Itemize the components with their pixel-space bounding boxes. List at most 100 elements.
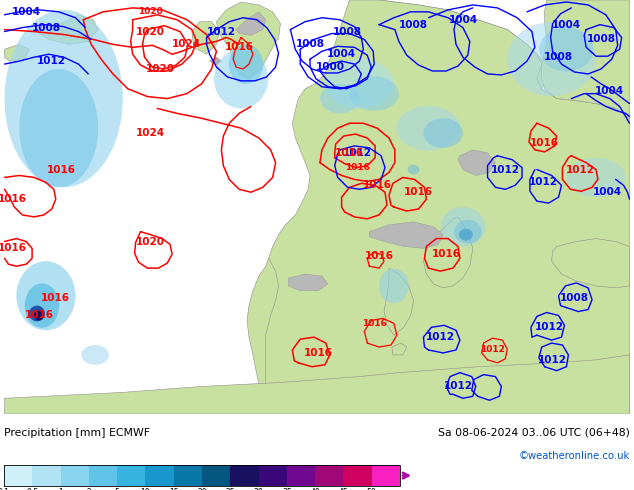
Bar: [32, 465, 61, 486]
Text: 1012: 1012: [343, 148, 372, 158]
Polygon shape: [4, 45, 29, 61]
Text: 1004: 1004: [327, 49, 356, 59]
Text: 1016: 1016: [25, 311, 53, 320]
Ellipse shape: [320, 84, 359, 113]
Text: 1020: 1020: [136, 26, 165, 37]
Text: 1: 1: [58, 488, 63, 490]
Text: 1024: 1024: [136, 128, 165, 138]
Polygon shape: [389, 98, 413, 118]
Text: 1024: 1024: [172, 39, 202, 49]
Text: 1012: 1012: [538, 355, 567, 365]
Polygon shape: [216, 2, 280, 79]
Bar: [4, 465, 400, 486]
Polygon shape: [247, 258, 278, 414]
Text: 1020: 1020: [146, 64, 175, 74]
Text: 1012: 1012: [207, 26, 236, 37]
Polygon shape: [236, 12, 266, 35]
Bar: [202, 465, 230, 486]
Polygon shape: [210, 57, 221, 65]
Bar: [287, 465, 315, 486]
Text: 2: 2: [86, 488, 91, 490]
Ellipse shape: [459, 229, 473, 241]
Ellipse shape: [424, 118, 463, 148]
Text: 1012: 1012: [535, 322, 564, 332]
Bar: [61, 465, 89, 486]
Text: 1008: 1008: [295, 39, 325, 49]
Polygon shape: [340, 0, 547, 113]
Ellipse shape: [16, 261, 75, 330]
Bar: [117, 465, 145, 486]
Text: 0.5: 0.5: [26, 488, 38, 490]
Ellipse shape: [325, 59, 394, 108]
Polygon shape: [34, 15, 98, 45]
Text: 10: 10: [141, 488, 150, 490]
Text: 1016: 1016: [432, 249, 461, 259]
Ellipse shape: [81, 345, 109, 365]
Ellipse shape: [540, 27, 593, 72]
Text: 35: 35: [282, 488, 292, 490]
Text: 1016: 1016: [404, 187, 433, 197]
Text: 1012: 1012: [491, 165, 520, 174]
Ellipse shape: [25, 283, 59, 328]
Ellipse shape: [408, 165, 420, 174]
Text: 1008: 1008: [333, 26, 362, 37]
Ellipse shape: [379, 269, 409, 303]
Ellipse shape: [441, 207, 485, 246]
Text: ©weatheronline.co.uk: ©weatheronline.co.uk: [519, 450, 630, 461]
Text: 1004: 1004: [11, 7, 41, 17]
Text: 0.1: 0.1: [0, 488, 10, 490]
Text: 1016: 1016: [47, 165, 76, 174]
Text: 1000: 1000: [315, 62, 344, 72]
Ellipse shape: [396, 106, 460, 150]
Polygon shape: [392, 343, 406, 355]
Text: 1012: 1012: [37, 56, 67, 66]
Text: 5: 5: [115, 488, 120, 490]
Polygon shape: [369, 222, 443, 248]
Ellipse shape: [454, 220, 482, 244]
Text: Precipitation [mm] ECMWF: Precipitation [mm] ECMWF: [4, 428, 150, 438]
Bar: [89, 465, 117, 486]
Bar: [230, 465, 259, 486]
Text: 1016: 1016: [224, 42, 254, 52]
Text: 1008: 1008: [544, 52, 573, 62]
Text: 1008: 1008: [586, 34, 616, 45]
Bar: [259, 465, 287, 486]
Text: 15: 15: [169, 488, 179, 490]
Ellipse shape: [29, 306, 45, 321]
Ellipse shape: [34, 311, 44, 320]
Text: Sa 08-06-2024 03..06 UTC (06+48): Sa 08-06-2024 03..06 UTC (06+48): [438, 428, 630, 438]
Text: 1016: 1016: [363, 180, 392, 190]
Text: 1016: 1016: [304, 348, 332, 358]
Text: 1012: 1012: [566, 165, 595, 174]
Text: 1016: 1016: [0, 244, 27, 253]
Text: 25: 25: [226, 488, 235, 490]
Ellipse shape: [507, 22, 596, 96]
Text: 1012: 1012: [480, 345, 505, 354]
Ellipse shape: [19, 69, 98, 187]
Text: 40: 40: [310, 488, 320, 490]
Text: 1004: 1004: [552, 20, 581, 30]
Text: 1016: 1016: [362, 319, 387, 328]
Polygon shape: [542, 0, 630, 118]
Polygon shape: [288, 274, 328, 291]
Polygon shape: [192, 22, 219, 54]
Ellipse shape: [214, 49, 268, 108]
Text: 1016: 1016: [41, 293, 70, 303]
Bar: [344, 465, 372, 486]
Polygon shape: [424, 217, 473, 288]
Text: 1016: 1016: [530, 138, 559, 148]
Text: 1004: 1004: [593, 187, 623, 197]
Ellipse shape: [229, 45, 263, 84]
Text: 1020: 1020: [136, 237, 165, 246]
Bar: [174, 465, 202, 486]
Polygon shape: [458, 150, 495, 175]
Text: 1016: 1016: [365, 251, 394, 261]
Text: 1016: 1016: [0, 194, 27, 204]
Text: 1016: 1016: [335, 148, 364, 158]
Text: 1008: 1008: [399, 20, 428, 30]
Text: 1012: 1012: [529, 177, 559, 187]
Polygon shape: [4, 355, 630, 414]
Text: 50: 50: [367, 488, 377, 490]
Text: 1004: 1004: [595, 86, 624, 96]
Ellipse shape: [349, 76, 399, 111]
